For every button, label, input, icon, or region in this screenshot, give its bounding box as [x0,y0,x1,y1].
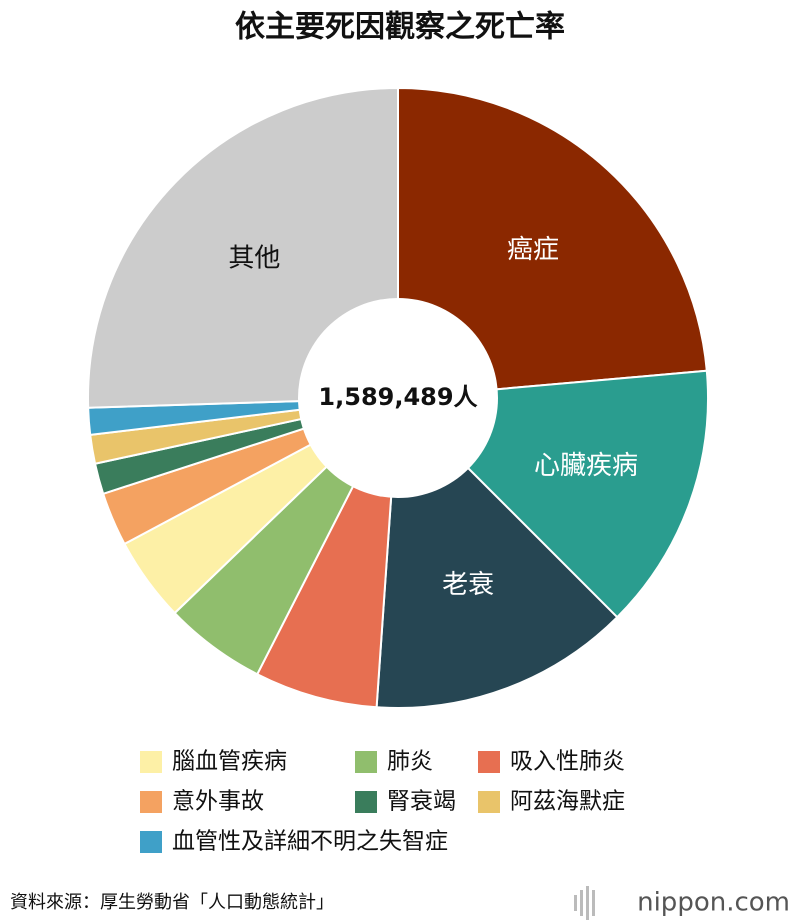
legend-swatch [355,791,377,813]
legend-swatch [478,791,500,813]
legend-label: 血管性及詳細不明之失智症 [172,829,448,855]
slice [87,86,399,409]
slice-label: 老衰 [442,570,494,600]
slice-label: 其他 [228,243,280,273]
legend-swatch [478,751,500,773]
legend-label: 吸入性肺炎 [510,749,625,775]
legend-label: 腎衰竭 [387,789,456,815]
source: 資料來源：厚生勞動省「人口動態統計」 [10,892,334,913]
legend-label: 肺炎 [387,749,433,775]
donut-hole [298,298,498,498]
legend-swatch [140,791,162,813]
slice-label: 心臟疾病 [534,451,638,481]
logo-mark [574,886,595,920]
slice [397,86,708,400]
legend-swatch [140,831,162,853]
legend-swatch [140,751,162,773]
center-label: 1,589,489人 [318,383,477,411]
chart-title: 依主要死因觀察之死亡率 [235,10,565,45]
slice-label: 癌症 [507,235,559,265]
legend-label: 阿茲海默症 [510,789,625,815]
legend-swatch [355,751,377,773]
legend-label: 腦血管疾病 [172,749,287,775]
legend-label: 意外事故 [172,789,264,815]
brand: nippon.com [637,888,790,918]
